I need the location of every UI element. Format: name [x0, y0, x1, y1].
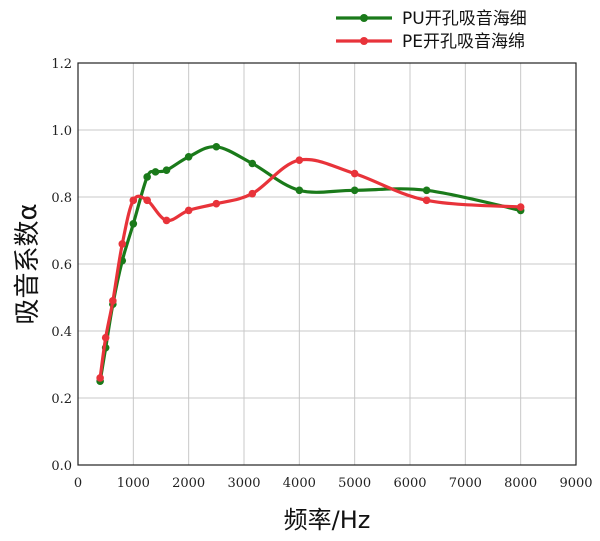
- data-point: [162, 166, 171, 174]
- data-point: [162, 216, 171, 225]
- x-tick-labels: 0 1000 2000 3000 4000 5000 6000 7000 8000 9000: [74, 476, 593, 491]
- legend-marker: [360, 14, 368, 22]
- legend-label: PE开孔吸音海绵: [402, 32, 525, 52]
- plot-frame: [77, 62, 577, 466]
- x-tick-label: 0: [74, 476, 82, 491]
- y-tick-labels: 0.0 0.2 0.4 0.6 0.8 1.0 1.2: [51, 57, 72, 474]
- y-tick-label: 0.8: [51, 191, 72, 206]
- data-point: [212, 199, 221, 208]
- data-point: [184, 206, 193, 215]
- data-point: [422, 196, 431, 205]
- data-point: [350, 169, 359, 178]
- x-tick-label: 4000: [283, 476, 316, 491]
- data-point: [184, 153, 193, 161]
- y-tick-label: 1.0: [51, 124, 72, 139]
- x-tick-label: 2000: [172, 476, 205, 491]
- x-tick-label: 5000: [338, 476, 371, 491]
- series-layer: [96, 142, 525, 386]
- data-point: [96, 374, 104, 382]
- data-point: [101, 333, 110, 342]
- data-point: [143, 196, 151, 205]
- x-tick-label: 7000: [449, 476, 482, 491]
- data-point: [422, 186, 431, 195]
- data-point: [295, 156, 304, 164]
- x-axis-title: 频率/Hz: [284, 506, 371, 534]
- legend: PU开孔吸音海细 PE开孔吸音海绵: [336, 9, 527, 52]
- grid: [77, 62, 577, 466]
- data-point: [109, 297, 117, 305]
- data-point: [516, 203, 525, 211]
- x-tick-label: 9000: [559, 476, 592, 491]
- legend-marker: [360, 37, 368, 45]
- data-point: [118, 240, 127, 248]
- data-point: [143, 173, 151, 181]
- x-tick-label: 6000: [393, 476, 426, 491]
- y-tick-label: 0.0: [51, 459, 72, 474]
- series-2: [96, 156, 525, 382]
- y-tick-label: 0.2: [51, 392, 72, 407]
- y-tick-label: 1.2: [51, 57, 72, 72]
- data-point: [212, 142, 221, 151]
- data-point: [151, 168, 160, 176]
- y-tick-label: 0.4: [51, 325, 72, 340]
- y-tick-label: 0.6: [51, 258, 72, 273]
- legend-item-2: PE开孔吸音海绵: [336, 32, 525, 52]
- data-point: [248, 159, 257, 168]
- legend-label: PU开孔吸音海细: [402, 9, 527, 29]
- data-point: [295, 186, 304, 195]
- data-point: [129, 196, 138, 205]
- data-point: [350, 186, 359, 195]
- legend-item-1: PU开孔吸音海细: [336, 9, 527, 29]
- x-tick-label: 3000: [227, 476, 260, 491]
- x-tick-label: 1000: [117, 476, 150, 491]
- x-tick-label: 8000: [504, 476, 537, 491]
- data-point: [248, 189, 257, 198]
- y-axis-title: 吸音系数α: [13, 203, 43, 324]
- data-point: [129, 220, 138, 228]
